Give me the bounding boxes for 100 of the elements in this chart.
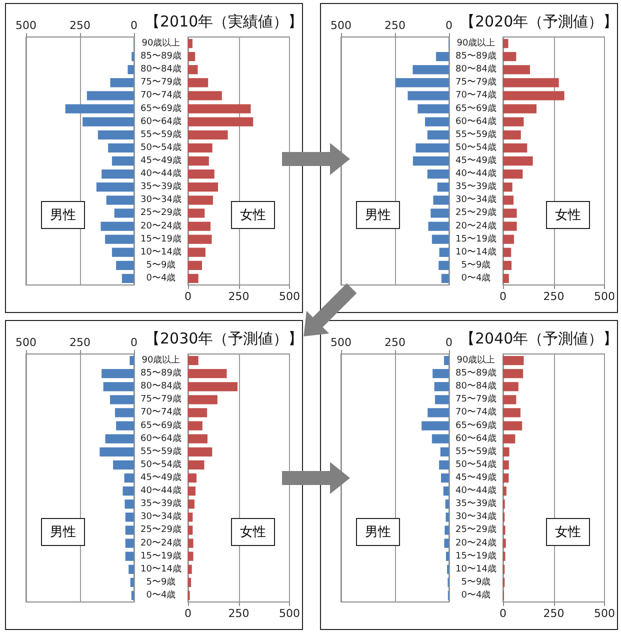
y-tick-label: 35〜39歳 <box>456 498 496 510</box>
y-tick-label: 10〜14歳 <box>140 246 182 258</box>
chart-title: 【2040年（予測値）】 <box>460 330 618 348</box>
y-tick-label: 80〜84歳 <box>456 64 496 75</box>
bar <box>188 421 202 430</box>
x-tick-label: 250 <box>384 19 406 32</box>
y-tick-label: 70〜74歳 <box>140 406 182 418</box>
bar <box>188 356 198 366</box>
y-tick-label: 75〜79歳 <box>456 76 496 88</box>
bar <box>444 538 449 548</box>
annotation: 男性 <box>356 201 400 229</box>
bar <box>188 526 193 535</box>
y-tick-label: 65〜69歳 <box>140 420 182 431</box>
bar <box>503 104 536 114</box>
bar <box>418 104 449 114</box>
bar <box>188 234 212 244</box>
y-tick-label: 60〜64歳 <box>456 432 496 444</box>
bar <box>188 196 213 205</box>
y-tick-label: 25〜29歳 <box>140 207 182 218</box>
y-tick-label: 15〜19歳 <box>140 550 182 562</box>
y-tick-label: 85〜89歳 <box>456 50 496 62</box>
bar <box>113 460 134 470</box>
bar <box>188 447 212 456</box>
y-tick-label: 40〜44歳 <box>456 485 496 496</box>
bar <box>503 369 524 378</box>
bar <box>503 356 524 366</box>
bar <box>432 369 449 378</box>
bar <box>125 512 134 522</box>
y-tick-label: 15〜19歳 <box>140 233 182 244</box>
bar <box>124 500 134 509</box>
bar <box>188 182 218 192</box>
y-tick-label: 65〜69歳 <box>140 102 182 114</box>
bar <box>396 78 449 88</box>
y-tick-label: 50〜54歳 <box>140 458 182 470</box>
y-tick-label: 85〜89歳 <box>140 50 182 62</box>
x-tick-label: 250 <box>228 607 250 620</box>
bar <box>503 473 509 483</box>
y-tick-label: 85〜89歳 <box>140 368 182 379</box>
bar <box>422 421 449 430</box>
bar <box>116 260 134 270</box>
bar <box>128 564 134 574</box>
x-tick-label: 0 <box>446 19 452 32</box>
bar <box>188 52 196 62</box>
bar <box>503 447 510 456</box>
x-tick-label: 500 <box>279 607 300 620</box>
bar <box>503 234 514 244</box>
y-tick-label: 65〜69歳 <box>456 420 496 431</box>
x-tick-label: 250 <box>543 607 564 620</box>
x-tick-label: 0 <box>500 607 506 620</box>
y-tick-label: 60〜64歳 <box>456 116 496 127</box>
bar <box>188 65 198 74</box>
x-tick-label: 250 <box>228 290 250 303</box>
x-tick-label: 500 <box>594 607 615 620</box>
y-tick-label: 80〜84歳 <box>140 64 182 75</box>
y-tick-label: 90歳以上 <box>142 38 180 49</box>
bar <box>188 260 202 270</box>
chart-title: 【2010年（実績値）】 <box>145 12 304 30</box>
bar <box>188 552 194 561</box>
bar <box>432 434 449 444</box>
y-tick-label: 90歳以上 <box>456 38 496 49</box>
bar <box>188 78 208 88</box>
bar <box>416 143 449 153</box>
bar <box>188 369 227 378</box>
bar <box>503 196 514 205</box>
x-tick-label: 500 <box>279 290 300 303</box>
y-tick-label: 85〜89歳 <box>456 368 496 379</box>
bar <box>503 382 518 392</box>
y-tick-label: 75〜79歳 <box>140 394 182 405</box>
bar <box>102 369 134 378</box>
y-tick-label: 5〜9歳 <box>461 259 491 270</box>
x-tick-label: 0 <box>500 290 506 303</box>
bar <box>503 248 512 257</box>
y-tick-label: 15〜19歳 <box>456 550 496 562</box>
bar <box>110 78 134 88</box>
bar <box>445 500 449 509</box>
bar <box>100 447 134 456</box>
bar <box>446 512 449 522</box>
bar <box>503 169 523 179</box>
bar <box>112 248 134 257</box>
x-tick-label: 0 <box>446 336 452 349</box>
bar <box>105 434 134 444</box>
y-tick-label: 10〜14歳 <box>456 246 496 258</box>
bar <box>110 395 134 404</box>
x-tick-label: 250 <box>543 290 564 303</box>
bar <box>439 460 449 470</box>
bar <box>188 538 194 548</box>
x-tick-label: 500 <box>330 336 352 349</box>
chart-title: 【2030年（予測値）】 <box>145 330 304 348</box>
bar <box>446 552 449 561</box>
y-tick-label: 50〜54歳 <box>456 142 496 153</box>
bar <box>188 382 238 392</box>
bar <box>188 460 204 470</box>
y-tick-label: 20〜24歳 <box>456 537 496 548</box>
y-tick-label: 70〜74歳 <box>456 406 496 418</box>
y-tick-label: 35〜39歳 <box>140 498 182 510</box>
y-tick-label: 90歳以上 <box>456 354 496 366</box>
y-tick-label: 90歳以上 <box>142 354 180 366</box>
y-tick-label: 80〜84歳 <box>140 380 182 392</box>
bar <box>503 117 524 126</box>
y-tick-label: 30〜34歳 <box>456 194 496 206</box>
